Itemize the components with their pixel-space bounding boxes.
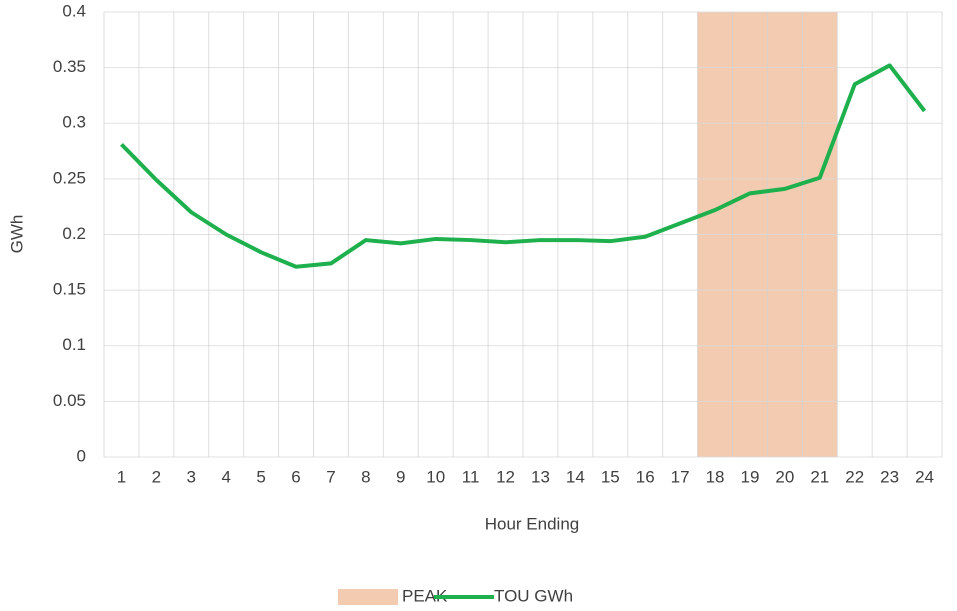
y-tick-label: 0.15: [53, 280, 86, 299]
y-axis-label: GWh: [7, 215, 26, 254]
x-axis-label: Hour Ending: [485, 514, 580, 533]
x-tick-label: 16: [636, 467, 655, 486]
line: [120, 63, 927, 269]
y-tick-label: 0.25: [53, 168, 86, 187]
x-tick-label: 18: [706, 467, 725, 486]
y-tick-label: 0.3: [62, 113, 86, 132]
x-tick-label: 14: [566, 467, 585, 486]
x-tick-label: 20: [775, 467, 794, 486]
y-tick-label: 0.05: [53, 391, 86, 410]
x-tick-label: 7: [326, 467, 335, 486]
x-tick-label: 22: [845, 467, 864, 486]
legend-swatch: [338, 589, 398, 605]
x-tick-label: 11: [462, 467, 480, 486]
legend-label: PEAK: [402, 586, 448, 605]
x-tick-label: 12: [496, 467, 515, 486]
x-tick-label: 23: [880, 467, 899, 486]
x-tick-label: 2: [152, 467, 161, 486]
x-tick-label: 3: [187, 467, 196, 486]
y-tick-label: 0.2: [62, 224, 86, 243]
y-tick-label: 0.1: [62, 335, 86, 354]
x-tick-label: 19: [740, 467, 759, 486]
x-tick-label: 1: [117, 467, 126, 486]
x-tick-label: 9: [396, 467, 405, 486]
x-tick-label: 13: [531, 467, 550, 486]
x-tick-label: 10: [426, 467, 445, 486]
x-tick-label: 4: [221, 467, 230, 486]
x-tick-label: 6: [291, 467, 300, 486]
y-tick-label: 0.4: [62, 1, 86, 20]
x-tick-label: 8: [361, 467, 370, 486]
y-tick-label: 0: [77, 446, 86, 465]
legend-label: TOU GWh: [494, 586, 573, 605]
y-tick-label: 0.35: [53, 57, 86, 76]
x-tick-label: 15: [601, 467, 620, 486]
x-tick-label: 5: [256, 467, 265, 486]
x-tick-label: 17: [671, 467, 690, 486]
x-tick-label: 24: [915, 467, 934, 486]
x-tick-label: 21: [810, 467, 829, 486]
